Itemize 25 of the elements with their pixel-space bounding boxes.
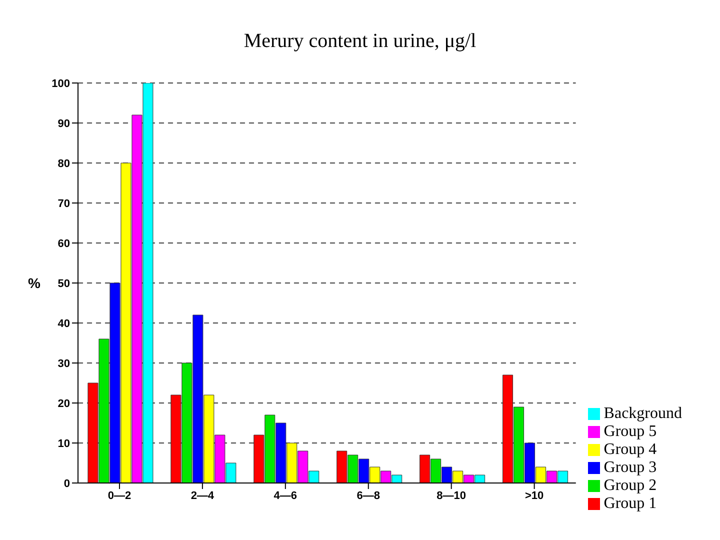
x-tick-label: >10 bbox=[524, 490, 544, 502]
x-tick-label: 0—2 bbox=[108, 490, 132, 502]
y-tick-label: 70 bbox=[58, 198, 70, 210]
x-tick-label: 6—8 bbox=[356, 490, 380, 502]
legend-label: Group 3 bbox=[604, 459, 657, 476]
legend-label: Background bbox=[604, 405, 682, 422]
y-tick-label: 20 bbox=[58, 398, 70, 410]
x-tick-label: 8—10 bbox=[436, 490, 466, 502]
legend-label: Group 5 bbox=[604, 423, 657, 440]
y-tick-label: 80 bbox=[58, 158, 70, 170]
y-tick-label: 40 bbox=[58, 318, 70, 330]
legend-label: Group 4 bbox=[604, 441, 657, 458]
y-tick-label: 60 bbox=[58, 238, 70, 250]
chart-title: Merury content in urine, μg/l bbox=[242, 29, 478, 54]
x-tick-label: 2—4 bbox=[190, 490, 215, 502]
y-tick-label: 50 bbox=[58, 278, 70, 290]
legend-label: Group 2 bbox=[604, 477, 657, 494]
y-tick-label: 90 bbox=[58, 118, 70, 130]
legend-label: Group 1 bbox=[604, 495, 657, 512]
y-tick-label: 100 bbox=[52, 78, 70, 90]
y-tick-label: 10 bbox=[58, 438, 70, 450]
x-tick-label: 4—6 bbox=[274, 490, 298, 502]
y-axis-title: % bbox=[28, 274, 41, 291]
y-tick-label: 0 bbox=[64, 478, 70, 490]
y-tick-label: 30 bbox=[58, 358, 70, 370]
